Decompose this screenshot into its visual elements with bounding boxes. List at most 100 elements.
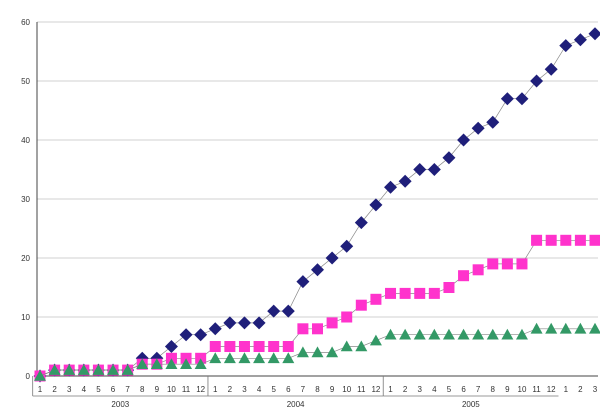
data-point-diamond	[194, 328, 208, 342]
data-point-square	[268, 341, 280, 352]
data-point-diamond	[544, 62, 558, 76]
data-point-diamond	[515, 92, 529, 106]
data-point-triangle	[457, 328, 470, 340]
x-tick-label: 10	[167, 385, 176, 394]
data-point-square	[355, 299, 367, 311]
data-point-triangle	[136, 358, 149, 369]
y-tick-label: 60	[21, 18, 30, 27]
x-tick-label: 8	[491, 385, 496, 394]
data-point-triangle	[63, 364, 76, 375]
x-tick-label: 2	[578, 385, 583, 394]
x-tick-label: 6	[111, 385, 116, 394]
x-tick-label: 2	[228, 385, 233, 394]
x-tick-label: 5	[96, 385, 101, 394]
data-point-square	[370, 293, 382, 305]
data-point-triangle	[486, 328, 499, 340]
y-tick-label: 50	[21, 77, 30, 86]
data-point-diamond	[281, 304, 295, 318]
x-tick-label: 5	[447, 385, 452, 394]
data-point-diamond	[413, 163, 427, 176]
data-point-square	[545, 234, 557, 246]
data-point-triangle	[545, 322, 558, 334]
data-point-triangle	[34, 370, 46, 381]
data-point-triangle	[515, 328, 528, 340]
data-point-triangle	[355, 340, 368, 352]
data-point-diamond	[179, 328, 193, 342]
data-point-square	[531, 234, 543, 246]
year-label: 2005	[462, 400, 480, 409]
data-point-diamond	[559, 39, 573, 53]
grid-layer	[37, 21, 598, 377]
x-tick-label: 12	[196, 385, 205, 394]
data-point-square	[414, 287, 426, 299]
data-point-square	[238, 341, 250, 352]
x-tick-label: 9	[155, 385, 160, 394]
data-point-square	[487, 258, 499, 270]
x-tick-label: 4	[432, 385, 437, 394]
data-point-triangle	[180, 358, 193, 369]
x-tick-label: 6	[286, 385, 291, 394]
data-point-diamond	[252, 316, 266, 330]
data-point-triangle	[369, 334, 382, 346]
data-point-triangle	[399, 328, 412, 340]
x-tick-label: 9	[505, 385, 510, 394]
data-point-square	[516, 258, 528, 270]
x-tick-label: 7	[476, 385, 481, 394]
data-point-square	[443, 282, 455, 293]
data-point-diamond	[398, 174, 412, 188]
y-tick-label: 30	[21, 195, 30, 204]
data-point-diamond	[325, 251, 339, 265]
data-point-square	[297, 323, 309, 335]
data-point-triangle	[384, 328, 397, 340]
data-point-triangle	[253, 352, 266, 364]
data-point-square	[458, 270, 470, 282]
data-point-square	[574, 234, 586, 246]
x-tick-label: 8	[140, 385, 145, 394]
data-point-triangle	[428, 328, 441, 340]
x-tick-label: 9	[330, 385, 335, 394]
y-tick-label: 0	[26, 372, 31, 381]
data-point-diamond	[311, 263, 324, 277]
data-point-square	[326, 317, 338, 329]
x-tick-label: 4	[82, 385, 87, 394]
data-point-triangle	[77, 364, 90, 375]
x-tick-label: 7	[125, 385, 130, 394]
data-point-triangle	[238, 352, 251, 364]
data-point-square	[560, 234, 572, 246]
data-point-diamond	[427, 163, 441, 176]
series-layer	[33, 27, 600, 383]
x-tick-label: 1	[388, 385, 393, 394]
data-point-square	[253, 341, 265, 352]
x-tick-label: 12	[547, 385, 556, 394]
data-point-diamond	[457, 133, 471, 147]
data-point-square	[312, 323, 323, 335]
x-tick-label: 3	[418, 385, 423, 394]
x-tick-label: 11	[357, 385, 366, 394]
data-point-square	[428, 287, 440, 299]
x-tick-label: 12	[371, 385, 380, 394]
data-point-triangle	[107, 364, 120, 375]
data-point-diamond	[208, 322, 222, 336]
data-point-diamond	[384, 180, 398, 194]
data-point-diamond	[486, 115, 500, 129]
x-tick-label: 8	[315, 385, 320, 394]
data-point-triangle	[150, 358, 163, 369]
data-point-square	[399, 287, 411, 299]
data-point-triangle	[92, 364, 105, 375]
data-point-square	[341, 311, 353, 323]
x-tick-label: 11	[182, 385, 191, 394]
y-tick-label: 40	[21, 136, 30, 145]
data-point-square	[385, 287, 397, 299]
data-point-triangle	[326, 346, 339, 358]
y-tick-label: 20	[21, 254, 30, 263]
data-point-diamond	[500, 92, 514, 106]
data-point-triangle	[413, 328, 426, 340]
x-tick-label: 2	[52, 385, 57, 394]
data-point-triangle	[48, 364, 61, 375]
year-label: 2004	[287, 400, 305, 409]
data-point-diamond	[573, 33, 587, 47]
data-point-square	[472, 264, 484, 276]
data-point-diamond	[354, 216, 368, 230]
x-axis-labels: 1 2 3 4 5 6 7 8 9 10 11 12 1 2 3 4 5 6 7 8 9 10 11 12 1 2 3 4 5 6 7 8 9 1…	[32, 376, 598, 409]
